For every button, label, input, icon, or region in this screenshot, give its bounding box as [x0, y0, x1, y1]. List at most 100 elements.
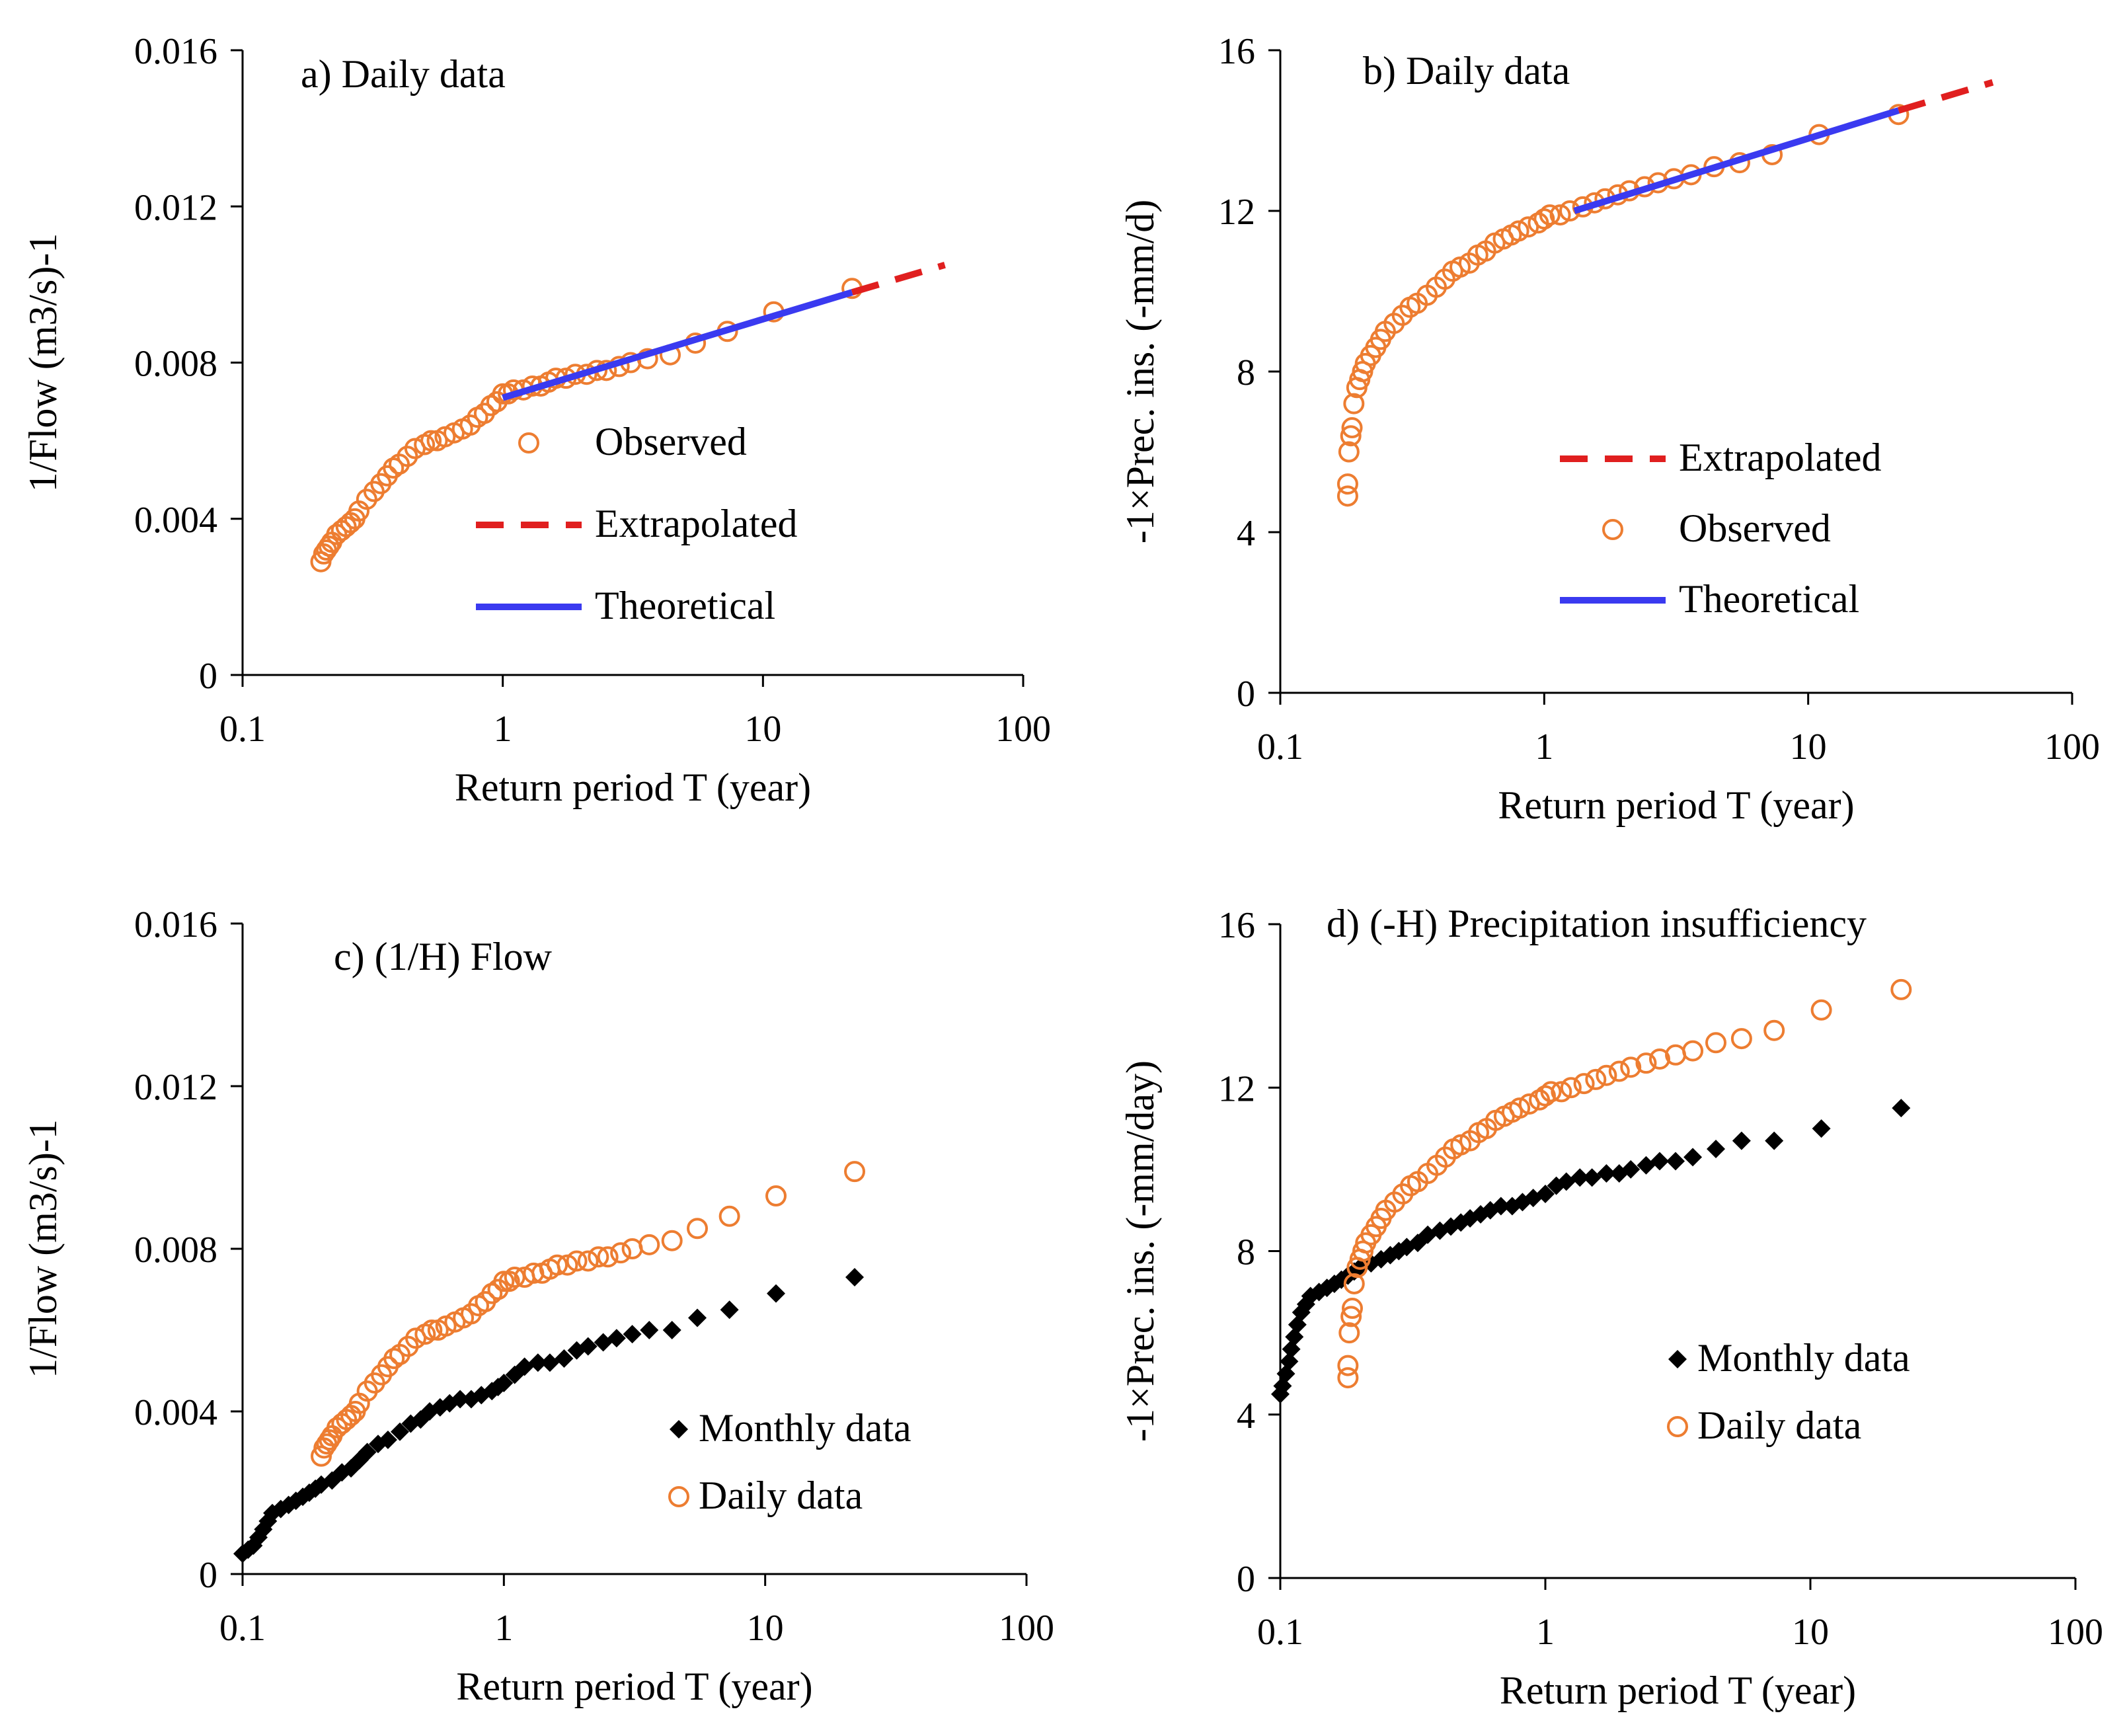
- data-point: [1812, 1119, 1831, 1138]
- x-tick-label: 0.1: [1257, 1612, 1303, 1653]
- data-point: [1536, 1184, 1555, 1203]
- data-point: [845, 1268, 865, 1287]
- data-point: [1341, 417, 1363, 439]
- data-point: [1557, 1172, 1576, 1191]
- y-tick-label: 0: [1237, 1559, 1255, 1600]
- data-point: [1560, 1077, 1582, 1099]
- x-tick-label: 1: [1536, 1612, 1555, 1653]
- legend-label: Monthly data: [699, 1406, 911, 1450]
- y-tick-label: 16: [1218, 905, 1255, 946]
- x-tick-label: 10: [744, 709, 781, 750]
- data-point: [1570, 1168, 1590, 1187]
- data-point: [577, 1250, 599, 1272]
- data-point: [1705, 1032, 1727, 1054]
- data-point: [718, 1205, 740, 1227]
- data-point: [1336, 473, 1358, 495]
- x-tick-label: 100: [995, 709, 1051, 750]
- y-tick-label: 0: [1237, 674, 1255, 715]
- data-point: [1340, 425, 1362, 447]
- y-tick-label: 0.012: [134, 1067, 217, 1108]
- y-tick-label: 8: [1237, 352, 1255, 393]
- y-axis-label: -1×Prec. ins. (-mm/day): [1118, 1060, 1162, 1442]
- chart-title: a) Daily data: [301, 52, 506, 96]
- data-point: [391, 1422, 410, 1441]
- y-tick-label: 0.004: [134, 1392, 217, 1433]
- data-point: [515, 1357, 534, 1376]
- data-point: [621, 1238, 643, 1259]
- data-point: [1621, 1160, 1641, 1179]
- data-point: [1650, 1152, 1669, 1171]
- data-point: [1730, 1028, 1752, 1050]
- y-axis-label: 1/Flow (m3/s)-1: [21, 233, 65, 493]
- legend-label: Observed: [1679, 506, 1831, 550]
- data-point: [547, 1254, 568, 1276]
- x-tick-label: 0.1: [219, 709, 266, 750]
- data-point: [1683, 1148, 1703, 1167]
- data-point: [1585, 1068, 1607, 1090]
- data-point: [1518, 1093, 1540, 1115]
- data-point: [1573, 1073, 1595, 1095]
- x-tick-label: 100: [999, 1608, 1054, 1649]
- series-line-theoretical: [502, 289, 853, 401]
- data-point: [610, 1242, 632, 1264]
- data-point: [844, 1161, 866, 1183]
- legend-swatch: [1668, 1350, 1687, 1368]
- data-point: [1340, 1306, 1362, 1327]
- data-point: [378, 1431, 397, 1450]
- data-point: [1338, 1322, 1360, 1344]
- y-tick-label: 0.016: [134, 31, 217, 72]
- legend-swatch: [1602, 519, 1623, 540]
- data-point: [1337, 1367, 1359, 1389]
- data-point: [1765, 1131, 1784, 1150]
- data-point: [383, 1348, 405, 1370]
- data-point: [597, 1246, 619, 1268]
- data-point: [767, 1284, 786, 1303]
- x-axis-label: Return period T (year): [456, 1665, 812, 1708]
- data-point: [494, 1373, 514, 1392]
- legend-swatch: [518, 432, 539, 454]
- x-tick-label: 0.1: [219, 1608, 266, 1649]
- data-point: [420, 430, 442, 452]
- data-point: [661, 1230, 683, 1251]
- legend-label: Theoretical: [1679, 577, 1859, 621]
- data-point: [540, 1353, 559, 1372]
- chart-panel-d: 0.1 1 10 100 0 4 8 12 16 Return period T (year) -1…: [1118, 902, 2103, 1712]
- series-line-extrapolated: [851, 262, 946, 296]
- y-tick-label: 0: [199, 1555, 217, 1596]
- data-point: [528, 1353, 547, 1372]
- data-point: [1620, 1056, 1642, 1078]
- data-point: [1508, 220, 1529, 242]
- y-axis-label: 1/Flow (m3/s)-1: [21, 1119, 65, 1378]
- legend-swatch: [670, 1420, 688, 1439]
- legend-label: Extrapolated: [1679, 436, 1882, 479]
- chart-title: b) Daily data: [1363, 49, 1570, 93]
- data-point: [588, 1246, 609, 1268]
- x-tick-label: 1: [1535, 727, 1553, 768]
- data-point: [1707, 1139, 1726, 1158]
- x-tick-label: 10: [747, 1608, 784, 1649]
- chart-title: c) (1/H) Flow: [334, 935, 553, 978]
- data-point: [1596, 1064, 1617, 1086]
- legend-label: Extrapolated: [595, 502, 798, 545]
- data-point: [1491, 1197, 1510, 1216]
- data-point: [1343, 393, 1365, 414]
- data-point: [1342, 1298, 1364, 1320]
- x-axis-label: Return period T (year): [1500, 1669, 1856, 1712]
- y-tick-label: 4: [1237, 1396, 1255, 1437]
- y-tick-label: 12: [1218, 1068, 1255, 1109]
- data-point: [1597, 1164, 1616, 1183]
- data-point: [358, 1442, 377, 1462]
- y-tick-label: 16: [1218, 31, 1255, 72]
- data-point: [555, 1349, 574, 1368]
- data-point: [1509, 1097, 1531, 1119]
- data-point: [720, 1300, 739, 1320]
- data-point: [1892, 1099, 1911, 1118]
- data-point: [623, 1325, 642, 1344]
- y-tick-label: 0.004: [134, 500, 217, 541]
- data-point: [451, 1390, 470, 1409]
- legend-label: Observed: [595, 420, 747, 463]
- y-tick-label: 0.008: [134, 1230, 217, 1271]
- data-point: [1337, 1355, 1359, 1376]
- legend-label: Daily data: [699, 1474, 863, 1517]
- data-point: [1540, 1081, 1562, 1103]
